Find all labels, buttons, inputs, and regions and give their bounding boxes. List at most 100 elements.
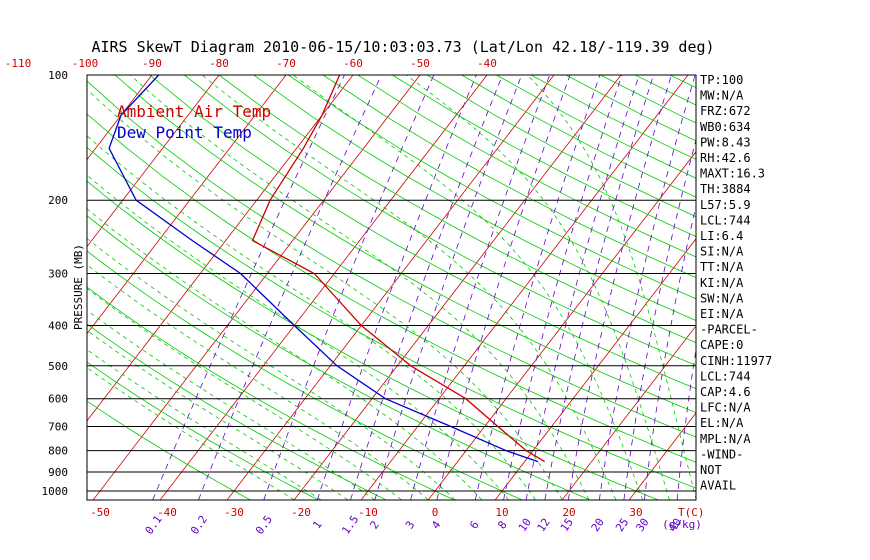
pressure-tick-label: 400: [48, 319, 68, 332]
mixing-ratio-label: 2: [367, 519, 381, 532]
stability-index-label: FRZ:672: [700, 104, 751, 118]
pressure-tick-label: 800: [48, 445, 68, 458]
dry-adiabat-line: [426, 75, 696, 218]
mixing-ratio-line: [525, 75, 640, 500]
isotherm-line: [763, 66, 870, 500]
mixing-ratio-label: 8: [495, 519, 509, 532]
top-temp-tick-label: -50: [410, 57, 430, 70]
dry-adiabat-line: [774, 75, 870, 500]
stability-index-label: AVAIL: [700, 479, 736, 493]
mixing-ratio-label: 20: [589, 516, 607, 534]
mixing-ratio-label: 30: [633, 516, 651, 534]
stability-index-label: RH:42.6: [700, 151, 751, 165]
mixing-ratio-label: 10: [516, 516, 534, 534]
mixing-ratio-line: [598, 75, 696, 500]
pressure-tick-label: 500: [48, 360, 68, 373]
isotherm-line: [87, 75, 153, 161]
pressure-tick-labels: 100 200 300 400 500 600 700 800 900 1000: [42, 69, 69, 498]
mixing-ratio-line: [410, 75, 551, 500]
moist-adiabat-line: [129, 75, 590, 500]
mixing-ratio-label: 4: [429, 518, 444, 531]
grid-lines: [0, 66, 870, 500]
chart-title: AIRS SkewT Diagram 2010-06-15/10:03:03.7…: [91, 38, 714, 56]
moist-adiabat-line: [87, 288, 402, 500]
pressure-tick-label: 600: [48, 393, 68, 406]
y-axis-label: PRESSURE (MB): [72, 244, 85, 330]
bottom-temp-tick-label: -10: [358, 506, 378, 519]
bottom-temp-tick-label: 20: [562, 506, 575, 519]
dry-adiabat-line: [184, 75, 696, 366]
moist-adiabat-line: [87, 237, 456, 500]
stability-index-label: TT:N/A: [700, 260, 744, 274]
mixing-axis-unit-label: (g/kg): [662, 518, 702, 531]
mixing-ratio-line: [436, 75, 571, 500]
dry-adiabat-line: [149, 75, 696, 390]
pressure-tick-label: 100: [48, 69, 68, 82]
mixing-ratio-label: 0.2: [188, 513, 210, 537]
mixing-ratio-line: [350, 75, 503, 500]
moist-adiabat-line: [87, 135, 536, 500]
bottom-temp-tick-label: 0: [432, 506, 439, 519]
bottom-temp-tick-label: 10: [495, 506, 508, 519]
top-temp-tick-labels: -120-110-100-90-80-70-60-50-40: [5, 57, 497, 70]
top-temp-tick-label: -80: [209, 57, 229, 70]
stability-index-label: EL:N/A: [700, 416, 744, 430]
stability-index-label: SI:N/A: [700, 245, 744, 259]
stability-index-label: MAXT:16.3: [700, 167, 765, 181]
stability-index-label: SW:N/A: [700, 291, 744, 305]
moist-adiabat-line: [201, 75, 617, 500]
mixing-ratio-line: [567, 75, 672, 500]
stability-index-label: MPL:N/A: [700, 432, 751, 446]
top-temp-tick-label: -60: [343, 57, 363, 70]
mixing-ratio-label: 12: [535, 516, 553, 534]
pressure-tick-label: 300: [48, 267, 68, 280]
plot-frame: [86, 74, 697, 501]
isotherm-line: [87, 75, 354, 422]
mixing-ratio-line: [317, 75, 477, 500]
dry-adiabat-line: [87, 250, 523, 500]
temp-axis-unit-label: T(C): [678, 506, 705, 519]
stability-index-label: NOT: [700, 463, 722, 477]
isotherm-line: [87, 75, 287, 335]
isotherm-line: [628, 412, 696, 500]
isotherm-line: [92, 75, 421, 500]
stability-index-label: -WIND-: [700, 447, 743, 461]
top-temp-tick-label: -110: [5, 57, 32, 70]
bottom-temp-tick-label: -50: [90, 506, 110, 519]
dry-adiabat-line: [87, 323, 387, 500]
mixing-ratio-label: 0.5: [253, 513, 275, 537]
dry-adiabat-line: [357, 75, 696, 258]
stability-index-label: KI:N/A: [700, 276, 744, 290]
dry-adiabat-line: [114, 75, 696, 414]
stability-index-label: LI:6.4: [700, 229, 743, 243]
stability-index-label: CAPE:0: [700, 338, 743, 352]
dry-adiabat-line: [461, 75, 696, 198]
isotherm-line: [360, 75, 689, 500]
mixing-ratio-label: 3: [403, 519, 417, 532]
stability-index-label: TP:100: [700, 73, 743, 87]
bottom-temp-tick-label: 30: [629, 506, 642, 519]
dry-adiabat-line: [87, 180, 658, 500]
stability-index-label: EI:N/A: [700, 307, 744, 321]
mixing-ratio-line: [644, 204, 696, 500]
isotherm-line: [0, 66, 25, 500]
mixing-ratio-label: 40: [666, 516, 684, 534]
mixing-ratio-label: 6: [467, 519, 481, 532]
isotherm-line: [159, 75, 488, 500]
bottom-temp-tick-labels: -50 -40 -30 -20 -10 0 10 20 30: [90, 506, 643, 519]
dry-adiabat-line: [218, 75, 696, 344]
stability-index-label: LCL:744: [700, 213, 751, 227]
moist-adiabat-line: [87, 367, 295, 500]
bottom-temp-tick-label: -40: [157, 506, 177, 519]
dry-adiabat-line: [253, 75, 696, 321]
mixing-ratio-label: 1: [310, 519, 324, 532]
mixing-ratio-line: [374, 75, 523, 500]
mixing-ratio-line: [544, 75, 654, 500]
mixing-ratio-label: 25: [613, 516, 631, 534]
stability-index-label: -PARCEL-: [700, 323, 758, 337]
isotherm-line: [293, 75, 622, 500]
isotherm-line: [561, 325, 696, 500]
legend-ambient-air-temp: Ambient Air Temp: [117, 102, 271, 121]
stability-index-label: WB0:634: [700, 120, 751, 134]
